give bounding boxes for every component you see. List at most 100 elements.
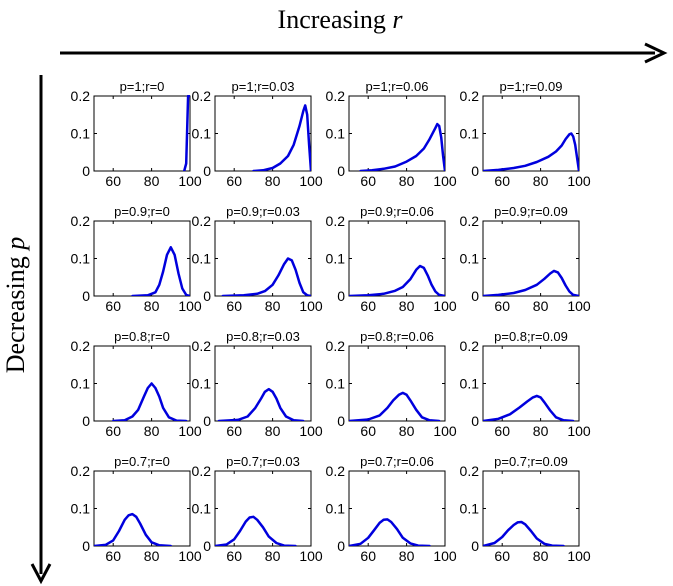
x-tick-label: 80	[399, 173, 415, 189]
series-line	[94, 512, 173, 546]
x-tick-label: 80	[144, 548, 160, 564]
panel-title: p=0.7;r=0.03	[226, 454, 300, 469]
y-tick-label: 0	[82, 288, 90, 304]
panel-4-4: p=0.7;r=0.09 0 0.1 0.2 60 80 100	[460, 454, 591, 564]
left-axis-label-variable: p	[1, 237, 30, 252]
panel-axes-box	[348, 470, 446, 547]
panel-title: p=0.8;r=0	[114, 329, 170, 344]
series-line	[182, 95, 190, 171]
y-tick-label: 0.1	[71, 376, 91, 392]
panel-axes-box	[482, 345, 580, 422]
x-tick-label: 80	[265, 548, 281, 564]
y-tick-label: 0	[471, 163, 479, 179]
panel-title: p=0.9;r=0.09	[494, 204, 568, 219]
panel-title: p=0.8;r=0.06	[360, 329, 434, 344]
x-tick-label: 100	[567, 423, 591, 439]
series-line	[483, 269, 579, 296]
x-tick-label: 60	[105, 173, 121, 189]
panel-axes-box	[348, 95, 446, 172]
panel-4-1: p=0.7;r=0 0 0.1 0.2 60 80 100	[71, 454, 202, 564]
x-tick-label: 80	[399, 298, 415, 314]
x-tick-label: 80	[399, 548, 415, 564]
panel-title: p=0.7;r=0.09	[494, 454, 568, 469]
panel-title: p=1;r=0.03	[232, 79, 295, 94]
x-tick-label: 100	[178, 548, 202, 564]
panel-axes-box	[214, 220, 312, 297]
x-tick-label: 100	[178, 423, 202, 439]
y-tick-label: 0.1	[326, 126, 346, 142]
y-tick-label: 0.1	[192, 501, 212, 517]
x-tick-label: 80	[265, 423, 281, 439]
panel-axes-box	[482, 470, 580, 547]
x-tick-label: 60	[226, 173, 242, 189]
panel-title: p=1;r=0.09	[500, 79, 563, 94]
panel-title: p=1;r=0.06	[366, 79, 429, 94]
panel-2-1: p=0.9;r=0 0 0.1 0.2 60 80 100	[71, 204, 202, 314]
y-tick-label: 0.2	[326, 463, 346, 479]
panel-4-2: p=0.7;r=0.03 0 0.1 0.2 60 80 100	[192, 454, 323, 564]
x-tick-label: 60	[494, 173, 510, 189]
series-line	[215, 515, 297, 546]
left-axis-label: Decreasing p	[1, 237, 30, 373]
panel-2-2: p=0.9;r=0.03 0 0.1 0.2 60 80 100	[192, 204, 323, 314]
x-tick-label: 60	[360, 298, 376, 314]
y-tick-label: 0.1	[326, 376, 346, 392]
panel-1-3: p=1;r=0.06 0 0.1 0.2 60 80 100	[326, 79, 457, 189]
x-tick-label: 60	[494, 423, 510, 439]
x-tick-label: 60	[226, 298, 242, 314]
series-line	[131, 246, 190, 296]
panel-2-4: p=0.9;r=0.09 0 0.1 0.2 60 80 100	[460, 204, 591, 314]
y-tick-label: 0.2	[192, 88, 212, 104]
x-tick-label: 60	[226, 548, 242, 564]
series-line	[483, 520, 565, 546]
series-line	[483, 132, 579, 171]
series-line	[349, 391, 441, 421]
x-tick-label: 60	[360, 548, 376, 564]
x-tick-label: 60	[494, 548, 510, 564]
y-tick-label: 0	[82, 163, 90, 179]
y-tick-label: 0.2	[192, 463, 212, 479]
top-axis-label: Increasing r	[278, 5, 404, 34]
y-tick-label: 0.2	[192, 338, 212, 354]
x-tick-label: 100	[433, 548, 457, 564]
panel-axes-box	[214, 345, 312, 422]
series-line	[349, 264, 445, 296]
y-tick-label: 0.1	[326, 251, 346, 267]
panel-axes-box	[93, 95, 191, 172]
y-tick-label: 0.2	[460, 463, 480, 479]
y-tick-label: 0.1	[460, 501, 480, 517]
x-tick-label: 80	[265, 173, 281, 189]
y-tick-label: 0.1	[192, 126, 212, 142]
y-tick-label: 0	[203, 288, 211, 304]
left-axis-label-prefix: Decreasing	[1, 250, 30, 373]
y-tick-label: 0	[337, 538, 345, 554]
x-tick-label: 80	[399, 423, 415, 439]
series-line	[221, 257, 311, 296]
y-tick-label: 0.1	[192, 251, 212, 267]
x-tick-label: 80	[533, 173, 549, 189]
x-tick-label: 60	[105, 423, 121, 439]
x-tick-label: 100	[567, 298, 591, 314]
panel-axes-box	[93, 470, 191, 547]
x-tick-label: 100	[299, 548, 323, 564]
panel-4-3: p=0.7;r=0.06 0 0.1 0.2 60 80 100	[326, 454, 457, 564]
y-tick-label: 0	[471, 538, 479, 554]
y-tick-label: 0	[82, 538, 90, 554]
x-tick-label: 100	[299, 423, 323, 439]
panel-axes-box	[482, 95, 580, 172]
x-tick-label: 80	[533, 423, 549, 439]
y-tick-label: 0.2	[460, 338, 480, 354]
panel-3-3: p=0.8;r=0.06 0 0.1 0.2 60 80 100	[326, 329, 457, 439]
x-tick-label: 60	[105, 298, 121, 314]
series-line	[252, 104, 311, 171]
panel-title: p=0.7;r=0.06	[360, 454, 434, 469]
y-tick-label: 0.2	[326, 213, 346, 229]
y-tick-label: 0.1	[71, 126, 91, 142]
panel-1-4: p=1;r=0.09 0 0.1 0.2 60 80 100	[460, 79, 591, 189]
panel-1-2: p=1;r=0.03 0 0.1 0.2 60 80 100	[192, 79, 323, 189]
y-tick-label: 0.1	[460, 376, 480, 392]
y-tick-label: 0	[203, 413, 211, 429]
top-axis-label-prefix: Increasing	[278, 5, 393, 34]
y-tick-label: 0.1	[71, 251, 91, 267]
